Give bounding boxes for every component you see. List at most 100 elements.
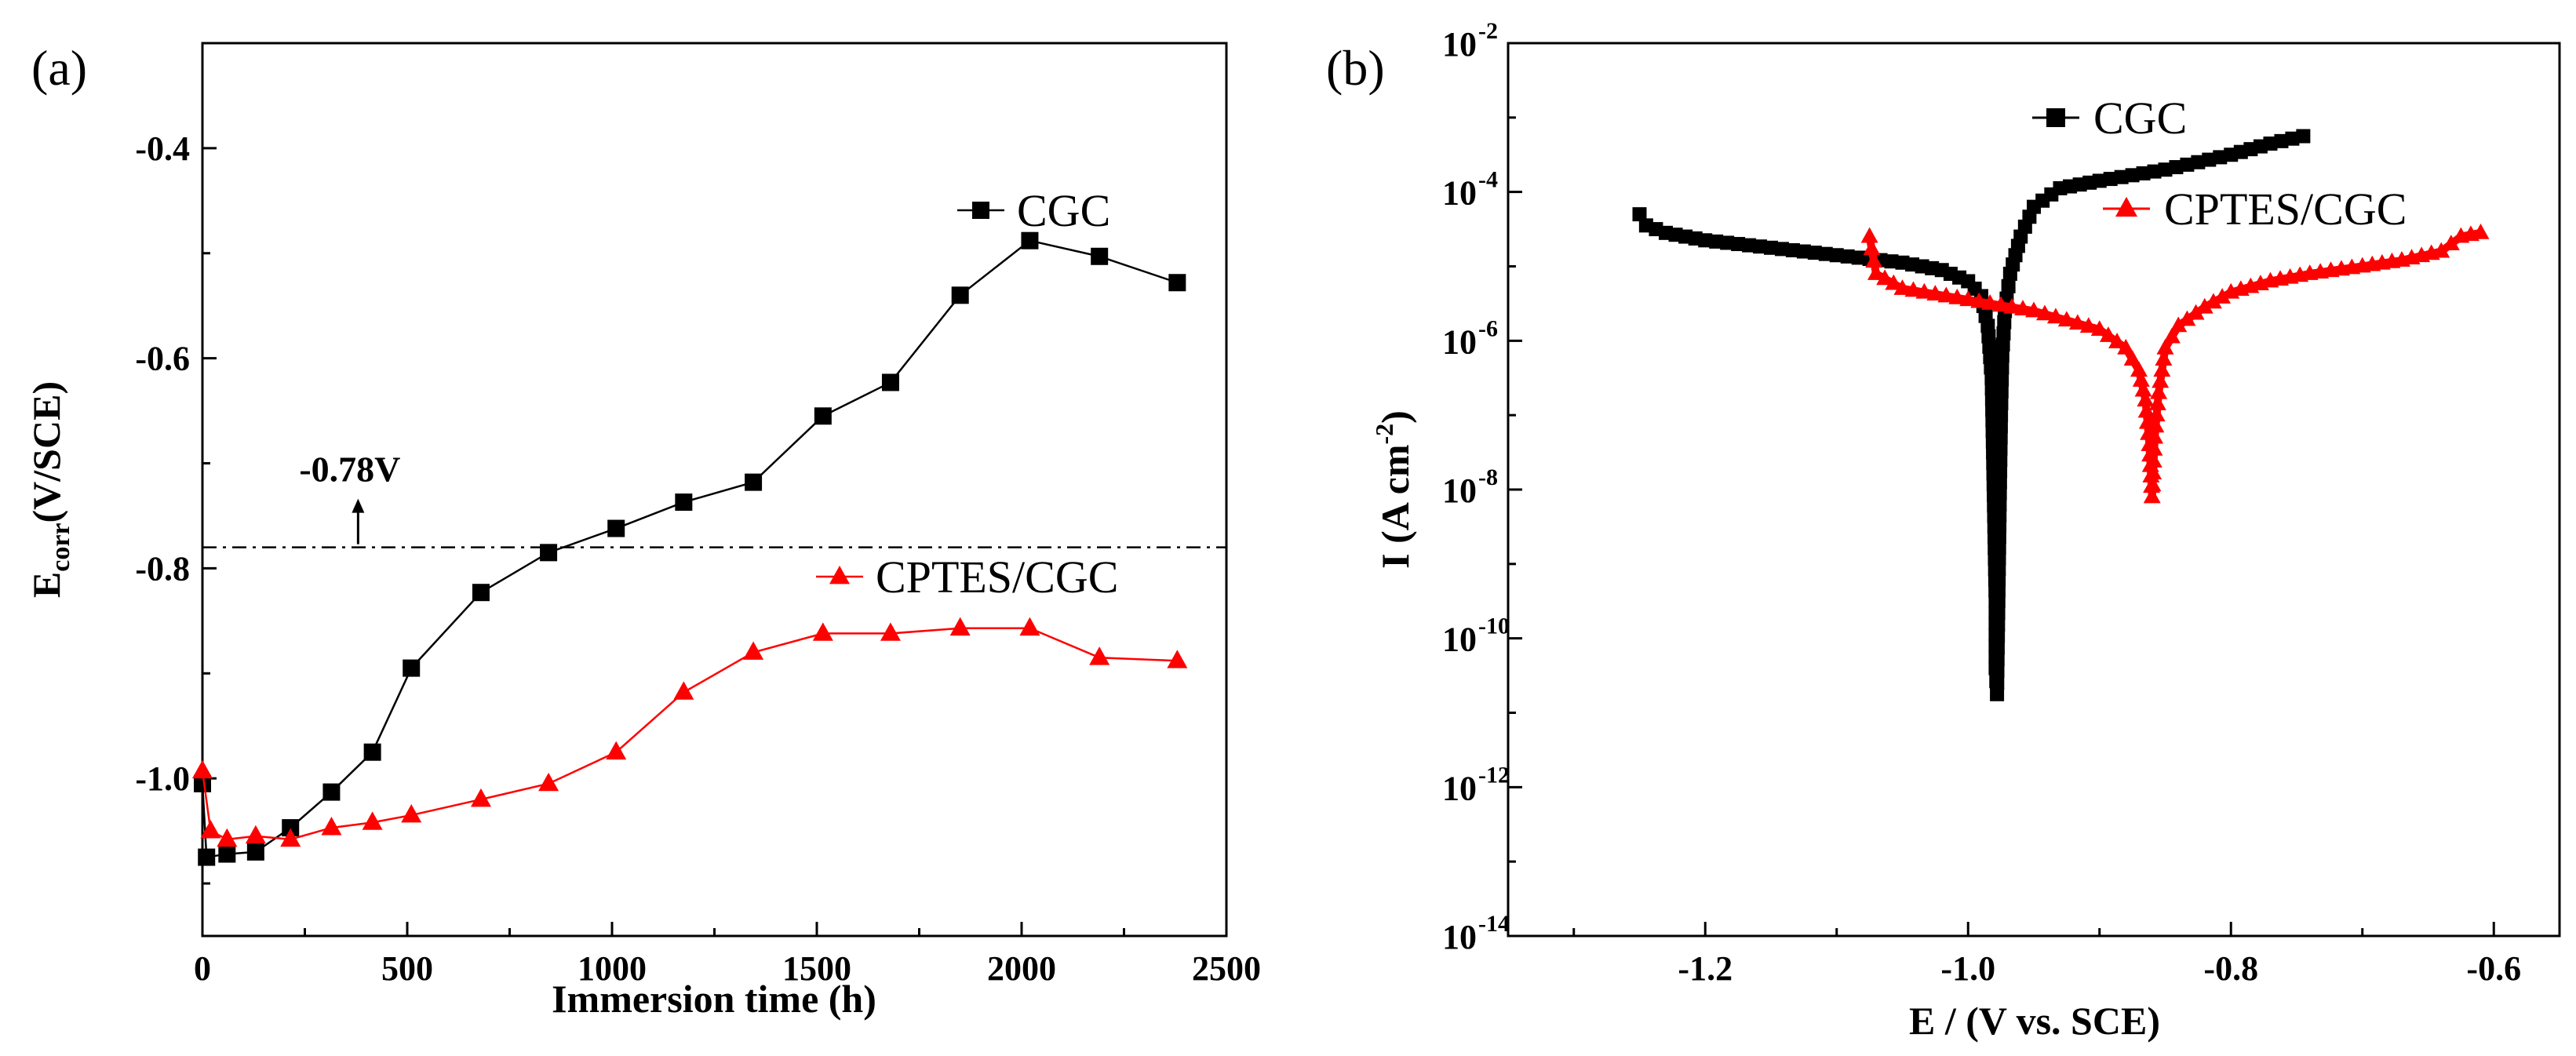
panel-b-data-point — [1991, 530, 2006, 544]
panel-a-y-axis-title: Ecorr(V/SCE) — [24, 381, 75, 598]
panel-b-y-tick-exponent: -8 — [1478, 464, 1498, 490]
panel-a-x-tick-label: 2000 — [987, 949, 1056, 988]
panel-a-data-point — [362, 811, 383, 830]
panel-b-data-point — [1720, 235, 1735, 250]
panel-a-y-title-main: E — [24, 572, 68, 598]
panel-b-legend-label: CPTES/CGC — [2164, 184, 2407, 235]
panel-b-data-point — [2263, 137, 2278, 151]
panel-b-data-point — [1865, 252, 1883, 268]
panel-a-data-point — [470, 788, 491, 807]
panel-b-y-tick-label: 10 — [1442, 25, 1477, 64]
panel-a-data-point — [192, 759, 213, 779]
panel-a-series-cptes-cgc — [192, 617, 1188, 847]
panel-a-reference-arrowhead — [352, 498, 365, 513]
panel-b-data-point — [2001, 279, 2016, 293]
panel-a-data-point — [949, 617, 971, 636]
panel-a-data-point — [282, 819, 300, 837]
panel-b-data-point — [1994, 395, 2009, 410]
panel-b-data-point — [1785, 242, 1800, 257]
panel-a-data-point — [745, 473, 763, 491]
panel-b-x-axis-title: E / (V vs. SCE) — [1909, 999, 2160, 1043]
panel-a-data-point — [812, 622, 833, 641]
panel-b-legend-marker — [2046, 108, 2065, 127]
panel-b-data-point — [2213, 288, 2232, 304]
panel-a-reference-label: -0.78V — [299, 450, 400, 490]
panel-b-data-point — [2123, 350, 2141, 366]
panel-b-data-point — [1981, 294, 1999, 310]
panel-b-data-point — [2125, 168, 2140, 183]
panel-a-data-point — [218, 845, 236, 863]
panel-b-data-point — [1709, 234, 1724, 249]
panel-b-y-tick-exponent: -2 — [1478, 18, 1498, 44]
panel-b-ticks — [1508, 42, 2495, 938]
panel-b-data-point — [1991, 606, 2006, 621]
panel-b-data-point — [1994, 408, 2009, 423]
panel-a-data-point — [403, 659, 421, 677]
panel-a-data-point — [743, 641, 764, 660]
panel-a-series-line — [201, 627, 1178, 841]
panel-b-data-point — [2156, 338, 2174, 355]
panel-b-y-tick-label: 10 — [1442, 472, 1477, 510]
panel-b-data-point — [1991, 551, 2006, 566]
panel-b-data-point — [2103, 172, 2118, 187]
panel-a-data-point — [1021, 231, 1039, 249]
panel-b-x-tick-label: -1.2 — [1678, 949, 1733, 988]
panel-b-data-point — [1731, 237, 1746, 252]
panel-b-data-point — [1993, 441, 2008, 456]
panel-b-data-point — [1991, 572, 2006, 587]
panel-b-data-point — [1884, 254, 1899, 269]
panel-b-data-point — [2099, 326, 2117, 342]
panel-b-data-point — [1991, 562, 2006, 577]
panel-a-data-point — [401, 803, 422, 823]
panel-b-data-point — [1993, 453, 2008, 468]
panel-b-data-point — [2170, 316, 2188, 333]
panel-b-label: (b) — [1326, 40, 1385, 96]
panel-b-data-point — [1992, 508, 2007, 523]
panel-b-data-point — [1992, 519, 2007, 533]
panel-a-data-point — [1019, 617, 1040, 636]
panel-b-data-point — [1992, 486, 2007, 501]
panel-b-data-point — [2162, 327, 2181, 344]
panel-b-data-point — [2144, 452, 2162, 468]
panel-b-data-point — [2145, 439, 2163, 456]
panel-b-data-point — [2092, 173, 2107, 188]
panel-b-y-tick-label: 10 — [1442, 322, 1477, 361]
panel-a: (a) 0 500 1000 1500 2000 2500 -1.0 -0.8 -0.6 -0.4… — [24, 40, 1261, 1021]
panel-a-data-point — [322, 783, 341, 801]
panel-b-data-point — [2132, 371, 2150, 387]
panel-b-data-point — [2472, 223, 2490, 239]
panel-b-y-tick-label: 10 — [1442, 174, 1477, 213]
panel-b-plot-frame — [1507, 42, 2561, 938]
panel-b-y-tick-exponent: -10 — [1478, 614, 1510, 639]
panel-a-data-point — [814, 407, 832, 425]
panel-a-data-point — [280, 828, 301, 847]
panel-b-data-point — [1863, 239, 1881, 256]
panel-b-data-point — [2150, 383, 2168, 399]
panel-a-y-title-rest: (V/SCE) — [24, 381, 68, 523]
panel-b-data-point — [2442, 235, 2460, 250]
panel-b-data-point — [1994, 384, 2009, 399]
panel-b-y-tick-label: 10 — [1442, 918, 1477, 956]
panel-b-data-point — [1991, 583, 2006, 598]
panel-b-data-point — [1742, 238, 1757, 253]
panel-b-x-tick-label: -0.6 — [2466, 949, 2521, 988]
panel-b-y-title-main: I (A cm — [1373, 445, 1417, 569]
panel-b-data-point — [2187, 304, 2205, 320]
panel-b-legend: CGC CPTES/CGC — [2032, 93, 2407, 235]
panel-b-data-point — [2285, 131, 2300, 146]
panel-b-data-point — [2046, 308, 2064, 324]
panel-b-y-tick-exponent: -12 — [1478, 762, 1510, 788]
panel-a-data-point — [363, 743, 381, 761]
panel-b-data-point — [1997, 315, 2012, 330]
panel-b-data-point — [1698, 233, 1713, 248]
panel-a-data-point — [198, 848, 216, 866]
panel-b-data-point — [2130, 361, 2148, 377]
panel-b-data-point — [2068, 314, 2086, 330]
panel-b-y-tick-exponent: -14 — [1478, 911, 1510, 937]
panel-b-data-point — [2003, 297, 2021, 314]
panel-b-y-tick-exponent: -4 — [1478, 167, 1498, 193]
panel-b-data-point — [2137, 391, 2155, 407]
panel-b-data-point — [2144, 475, 2162, 492]
panel-b-data-point — [1995, 337, 2010, 352]
